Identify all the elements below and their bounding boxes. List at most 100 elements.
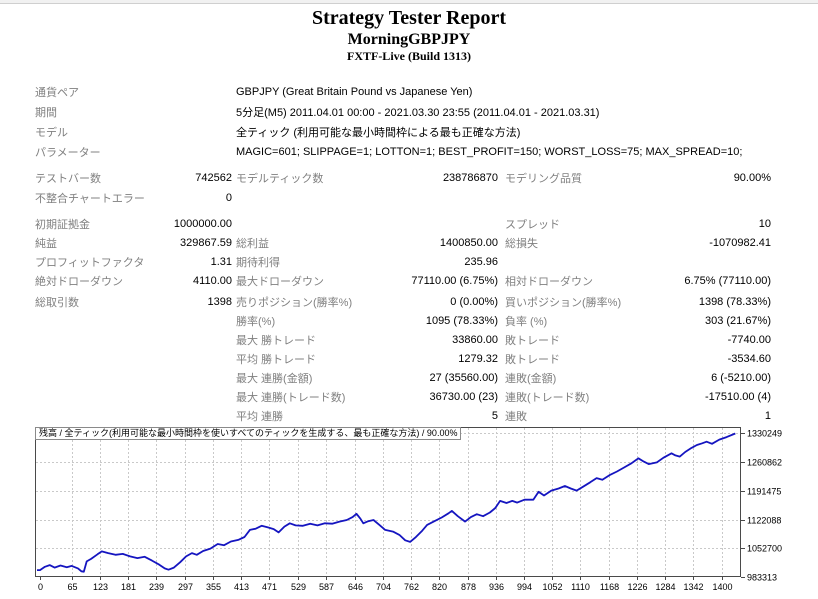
x-axis-label: 1226 <box>627 582 647 592</box>
x-axis-label: 355 <box>206 582 221 592</box>
row-value: 235.96 <box>464 255 498 268</box>
table-row: 勝率(%) 1095 (78.33%) 負率 (%) 303 (21.67%) <box>35 311 771 330</box>
row-value: GBPJPY (Great Britain Pound vs Japanese … <box>236 86 473 98</box>
x-axis-label: 994 <box>517 582 532 592</box>
row-label: 連敗(金額) <box>505 372 557 385</box>
row-value: 1095 (78.33%) <box>425 314 498 327</box>
row-label: 負率 (%) <box>505 315 548 328</box>
row-label: パラメーター <box>35 147 101 159</box>
row-value: -1070982.41 <box>709 236 771 249</box>
x-axis-label: 471 <box>262 582 277 592</box>
x-axis-label: 646 <box>348 582 363 592</box>
page-top-edge <box>0 0 818 4</box>
table-row: 期間 5分足(M5) 2011.04.01 00:00 - 2021.03.30 … <box>35 102 771 122</box>
row-value: 4110.00 <box>193 274 232 287</box>
x-axis-label: 587 <box>319 582 334 592</box>
table-row: 最大 連勝(トレード数) 36730.00 (23) 連敗(トレード数) -17510… <box>35 387 771 406</box>
row-label: モデリング品質 <box>505 173 582 185</box>
row-value: 0 <box>225 192 232 204</box>
row-value: 329867.59 <box>180 236 232 249</box>
row-value: 1 <box>764 409 771 422</box>
row-label: 敗トレード <box>505 353 560 366</box>
y-axis-label: 1122088 <box>747 516 781 526</box>
row-label: 最大 連勝(金額) <box>236 372 313 385</box>
row-label: 絶対ドローダウン <box>35 275 123 288</box>
x-axis-label: 762 <box>404 582 419 592</box>
row-value: 0 (0.00%) <box>450 295 498 308</box>
row-label: 純益 <box>35 237 57 250</box>
x-axis-label: 936 <box>489 582 504 592</box>
balance-chart: 983313 1052700 1122088 1191475 1260862 133024… <box>35 427 818 593</box>
x-axis-label: 1400 <box>712 582 732 592</box>
row-label: 買いポジション(勝率%) <box>505 296 622 309</box>
x-axis-label: 1052 <box>542 582 562 592</box>
table-row: テストバー数 742562 モデルティック数 238786870 モデリング品質 90.0… <box>35 168 771 188</box>
row-value: -3534.60 <box>727 352 771 365</box>
row-label: 最大 勝トレード <box>236 334 317 347</box>
x-axis-label: 704 <box>376 582 391 592</box>
expert-name: MorningGBPJPY <box>347 31 471 48</box>
row-value: MAGIC=601; SLIPPAGE=1; LOTTON=1; BEST_PR… <box>236 146 743 158</box>
table-section: 初期証拠金 1000000.00 スプレッド 10 純益 329867.59 総利益 1400… <box>35 214 771 290</box>
row-label: スプレッド <box>505 218 560 231</box>
row-label: 勝率(%) <box>236 315 276 328</box>
x-axis-label: 1168 <box>600 582 619 592</box>
table-row: 平均 連勝 5 連敗 1 <box>35 406 771 425</box>
y-axis-label: 1191475 <box>747 487 781 497</box>
table-row: モデル 全ティック (利用可能な最小時間枠による最も正確な方法) <box>35 122 771 142</box>
row-label: 連敗(トレード数) <box>505 391 590 404</box>
x-axis-label: 820 <box>432 582 447 592</box>
row-value: 1398 (78.33%) <box>698 295 771 308</box>
x-axis-label: 0 <box>38 582 43 592</box>
row-value: 全ティック (利用可能な最小時間枠による最も正確な方法) <box>236 127 521 139</box>
table-row: 純益 329867.59 総利益 1400850.00 総損失 -1070982.41 <box>35 233 771 252</box>
x-axis-label: 239 <box>149 582 164 592</box>
x-axis-label: 1110 <box>571 582 590 592</box>
row-label: 総利益 <box>236 237 269 250</box>
table-row: 総取引数 1398 売りポジション(勝率%) 0 (0.00%) 買いポジション(勝率%… <box>35 292 771 311</box>
chart-caption: 残高 / 全ティック(利用可能な最小時間枠を使いすべてのティックを生成する、最も… <box>35 427 462 440</box>
row-label: 相対ドローダウン <box>505 275 593 288</box>
row-label: 期待利得 <box>236 256 280 269</box>
x-axis-label: 297 <box>178 582 193 592</box>
row-value: -7740.00 <box>727 333 771 346</box>
table-row: プロフィットファクタ 1.31 期待利得 235.96 <box>35 252 771 271</box>
row-value: 6.75% (77110.00) <box>684 274 771 287</box>
table-row: 通貨ペア GBPJPY (Great Britain Pound vs Japan… <box>35 82 771 102</box>
row-value: 90.00% <box>733 172 771 184</box>
table-section: 総取引数 1398 売りポジション(勝率%) 0 (0.00%) 買いポジション(勝率%… <box>35 292 771 425</box>
row-label: 最大ドローダウン <box>236 275 324 288</box>
row-value: 5分足(M5) 2011.04.01 00:00 - 2021.03.30 23… <box>236 107 600 119</box>
row-label: モデル <box>35 127 68 139</box>
row-label: 期間 <box>35 107 57 119</box>
row-value: 1000000.00 <box>173 217 232 230</box>
row-label: 総取引数 <box>35 296 79 309</box>
row-value: -17510.00 (4) <box>704 390 771 403</box>
row-label: テストバー数 <box>35 173 101 185</box>
y-axis-label: 983313 <box>747 573 777 583</box>
row-label: 最大 連勝(トレード数) <box>236 391 346 404</box>
table-row: 最大 勝トレード 33860.00 敗トレード -7740.00 <box>35 330 771 349</box>
row-value: 27 (35560.00) <box>429 371 499 384</box>
table-row: 不整合チャートエラー 0 <box>35 188 771 208</box>
results-table: 通貨ペア GBPJPY (Great Britain Pound vs Japan… <box>35 82 771 425</box>
table-section: 通貨ペア GBPJPY (Great Britain Pound vs Japan… <box>35 82 771 162</box>
y-axis-label: 1260862 <box>747 458 782 468</box>
row-value: 742562 <box>195 172 232 184</box>
table-row: 初期証拠金 1000000.00 スプレッド 10 <box>35 214 771 233</box>
x-axis-label: 413 <box>234 582 249 592</box>
row-value: 1.31 <box>210 255 232 268</box>
row-label: モデルティック数 <box>236 173 324 185</box>
row-label: 初期証拠金 <box>35 218 90 231</box>
report-header: Strategy Tester Report MorningGBPJPY FXT… <box>0 6 818 63</box>
balance-chart-canvas: 983313 1052700 1122088 1191475 1260862 133024… <box>35 427 782 592</box>
row-value: 77110.00 (6.75%) <box>411 274 498 287</box>
row-value: 6 (-5210.00) <box>711 371 771 384</box>
row-value: 36730.00 (23) <box>429 390 499 403</box>
table-section: テストバー数 742562 モデルティック数 238786870 モデリング品質 90.0… <box>35 168 771 208</box>
row-label: 総損失 <box>505 237 538 250</box>
row-label: プロフィットファクタ <box>35 256 145 269</box>
row-label: 平均 連勝 <box>236 410 284 423</box>
report-title: Strategy Tester Report <box>311 7 507 29</box>
